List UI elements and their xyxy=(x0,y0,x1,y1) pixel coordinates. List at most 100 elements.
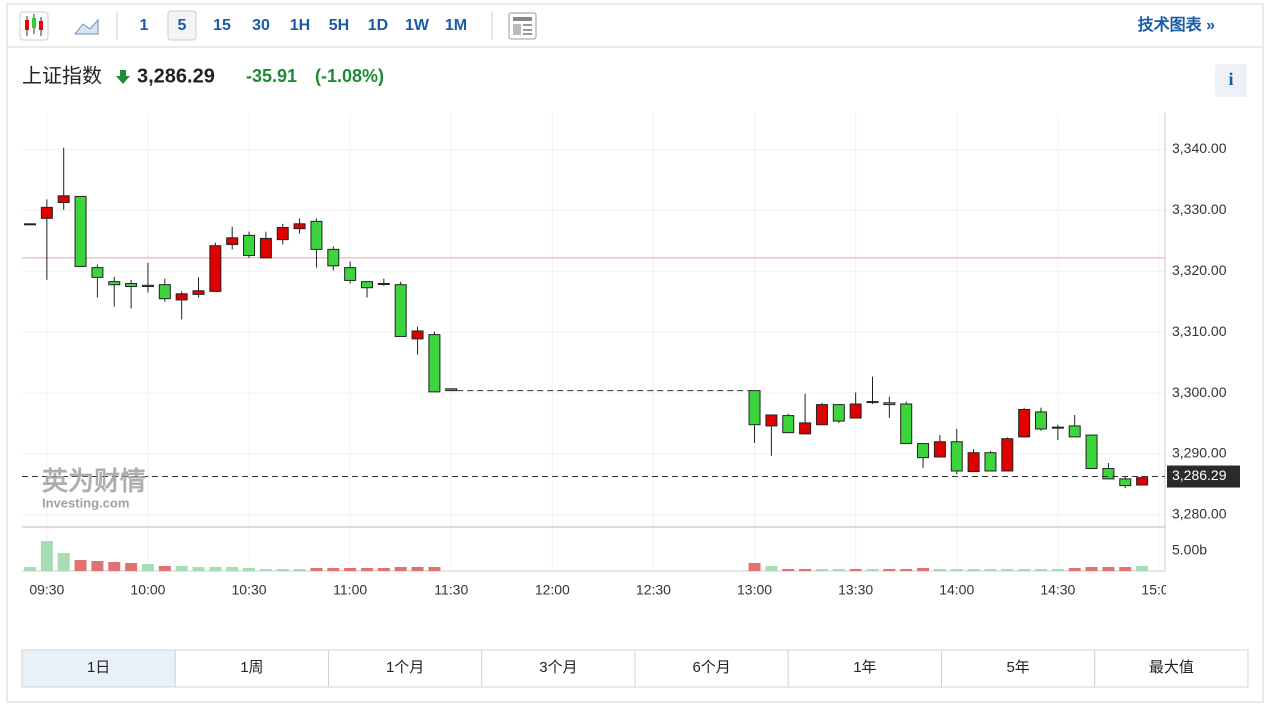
range-tab-label[interactable]: 最大值 xyxy=(1149,659,1194,676)
range-tab[interactable] xyxy=(941,649,1096,688)
candle-body xyxy=(1001,438,1014,472)
candle-body xyxy=(91,267,104,278)
candle-body xyxy=(40,206,53,219)
volume-bar xyxy=(1051,569,1064,571)
x-tick-label: 14:00 xyxy=(939,582,974,598)
down-arrow xyxy=(116,70,130,84)
x-tick-label: 14:30 xyxy=(1040,582,1075,598)
range-tab[interactable] xyxy=(634,649,789,688)
x-tick-label: 12:00 xyxy=(535,582,570,598)
range-tab[interactable] xyxy=(328,649,483,688)
volume-bar xyxy=(293,569,306,571)
candle-body xyxy=(967,452,980,473)
volume-bar xyxy=(933,569,946,571)
volume-bar xyxy=(192,567,205,571)
interval[interactable]: 1D xyxy=(368,17,388,34)
range-tab-label[interactable]: 5年 xyxy=(1006,659,1029,676)
candle-body xyxy=(361,281,373,289)
range-tab-label[interactable]: 3个月 xyxy=(539,659,577,676)
interval[interactable]: 1 xyxy=(140,17,149,34)
interval[interactable]: 1M xyxy=(445,17,467,34)
volume-bar xyxy=(310,568,323,571)
y-tick-label: 3,280.00 xyxy=(1172,506,1227,522)
y-tick-label: 3,340.00 xyxy=(1172,140,1227,156)
volume-bar xyxy=(74,560,87,571)
volume-bar xyxy=(1119,567,1132,571)
candle-body xyxy=(1051,426,1064,429)
y-tick-label: 3,330.00 xyxy=(1172,201,1227,217)
range-tab-label[interactable]: 6个月 xyxy=(692,659,730,676)
range-tab-label[interactable]: 1个月 xyxy=(386,659,424,676)
candle-body xyxy=(243,234,256,256)
interval[interactable]: 5H xyxy=(329,17,349,34)
candle-body xyxy=(74,195,87,267)
volume-bar xyxy=(832,569,845,571)
candle-body xyxy=(765,414,778,427)
interval[interactable]: 15 xyxy=(213,17,231,34)
range-tab-label[interactable]: 1周 xyxy=(240,659,263,676)
volume-bar xyxy=(125,563,138,571)
volume-bar xyxy=(243,568,256,571)
volume-bar xyxy=(344,568,357,571)
candle-body xyxy=(24,223,36,226)
candle-body xyxy=(832,404,845,422)
volume-bar xyxy=(967,569,980,571)
last-price-label: 3,286.29 xyxy=(1172,467,1227,483)
volume-bar xyxy=(984,569,997,571)
y-tick-label: 3,300.00 xyxy=(1172,384,1227,400)
info-button[interactable] xyxy=(1215,64,1247,97)
change: -35.91 xyxy=(246,66,297,86)
candle-body xyxy=(950,441,963,472)
x-tick-label: 12:30 xyxy=(636,582,671,598)
candle-icon[interactable] xyxy=(19,11,49,41)
candle-body xyxy=(917,443,930,459)
candle-body xyxy=(209,245,222,292)
volume-bar xyxy=(1001,569,1014,571)
volume-bar xyxy=(1102,567,1115,571)
layout-icon[interactable] xyxy=(508,12,537,40)
volume-bar xyxy=(175,566,188,571)
volume-bar xyxy=(900,569,913,571)
interval-active[interactable] xyxy=(167,10,197,41)
candle-body xyxy=(799,422,812,435)
chart-link[interactable]: 技术图表 » xyxy=(1138,15,1215,34)
candle-body xyxy=(866,401,879,404)
candle-body xyxy=(428,334,441,393)
x-tick-label: 11:30 xyxy=(434,582,468,598)
change-pct: (-1.08%) xyxy=(315,66,384,86)
candle-body xyxy=(782,415,795,434)
volume-bar xyxy=(866,569,879,571)
frame xyxy=(6,3,1264,703)
volume-bar xyxy=(226,567,239,571)
volume-bar xyxy=(428,567,441,571)
volume-bar xyxy=(158,566,171,571)
x-tick-label: 13:00 xyxy=(737,582,772,598)
candle-body xyxy=(293,223,306,230)
area-icon[interactable] xyxy=(73,18,99,35)
volume-bar xyxy=(1035,569,1047,571)
candle-body xyxy=(445,388,458,392)
candle-body xyxy=(394,284,407,337)
volume-bar xyxy=(209,567,222,571)
info-icon[interactable]: i xyxy=(1228,69,1233,89)
range-tab[interactable] xyxy=(1094,649,1249,688)
range-tab-label[interactable]: 1年 xyxy=(853,659,876,676)
range-tab-label[interactable]: 1日 xyxy=(87,659,110,676)
interval[interactable]: 1H xyxy=(290,17,310,34)
interval[interactable]: 30 xyxy=(252,17,270,34)
interval[interactable]: 1W xyxy=(405,17,430,34)
candle-body xyxy=(125,282,138,288)
volume-bar xyxy=(917,568,930,571)
candle-body xyxy=(1136,477,1149,486)
range-tab[interactable] xyxy=(481,649,636,688)
y-tick-label: 3,310.00 xyxy=(1172,323,1227,339)
volume-bar xyxy=(950,569,963,571)
volume-bar xyxy=(141,564,154,571)
candle-body xyxy=(158,284,171,300)
interval[interactable]: 5 xyxy=(178,17,187,34)
instrument-name: 上证指数 xyxy=(22,64,102,87)
candle-body xyxy=(192,290,205,295)
volume-bar xyxy=(40,541,53,571)
volume-tick-label: 5.00b xyxy=(1172,542,1207,558)
x-tick-label: 10:30 xyxy=(232,582,267,598)
